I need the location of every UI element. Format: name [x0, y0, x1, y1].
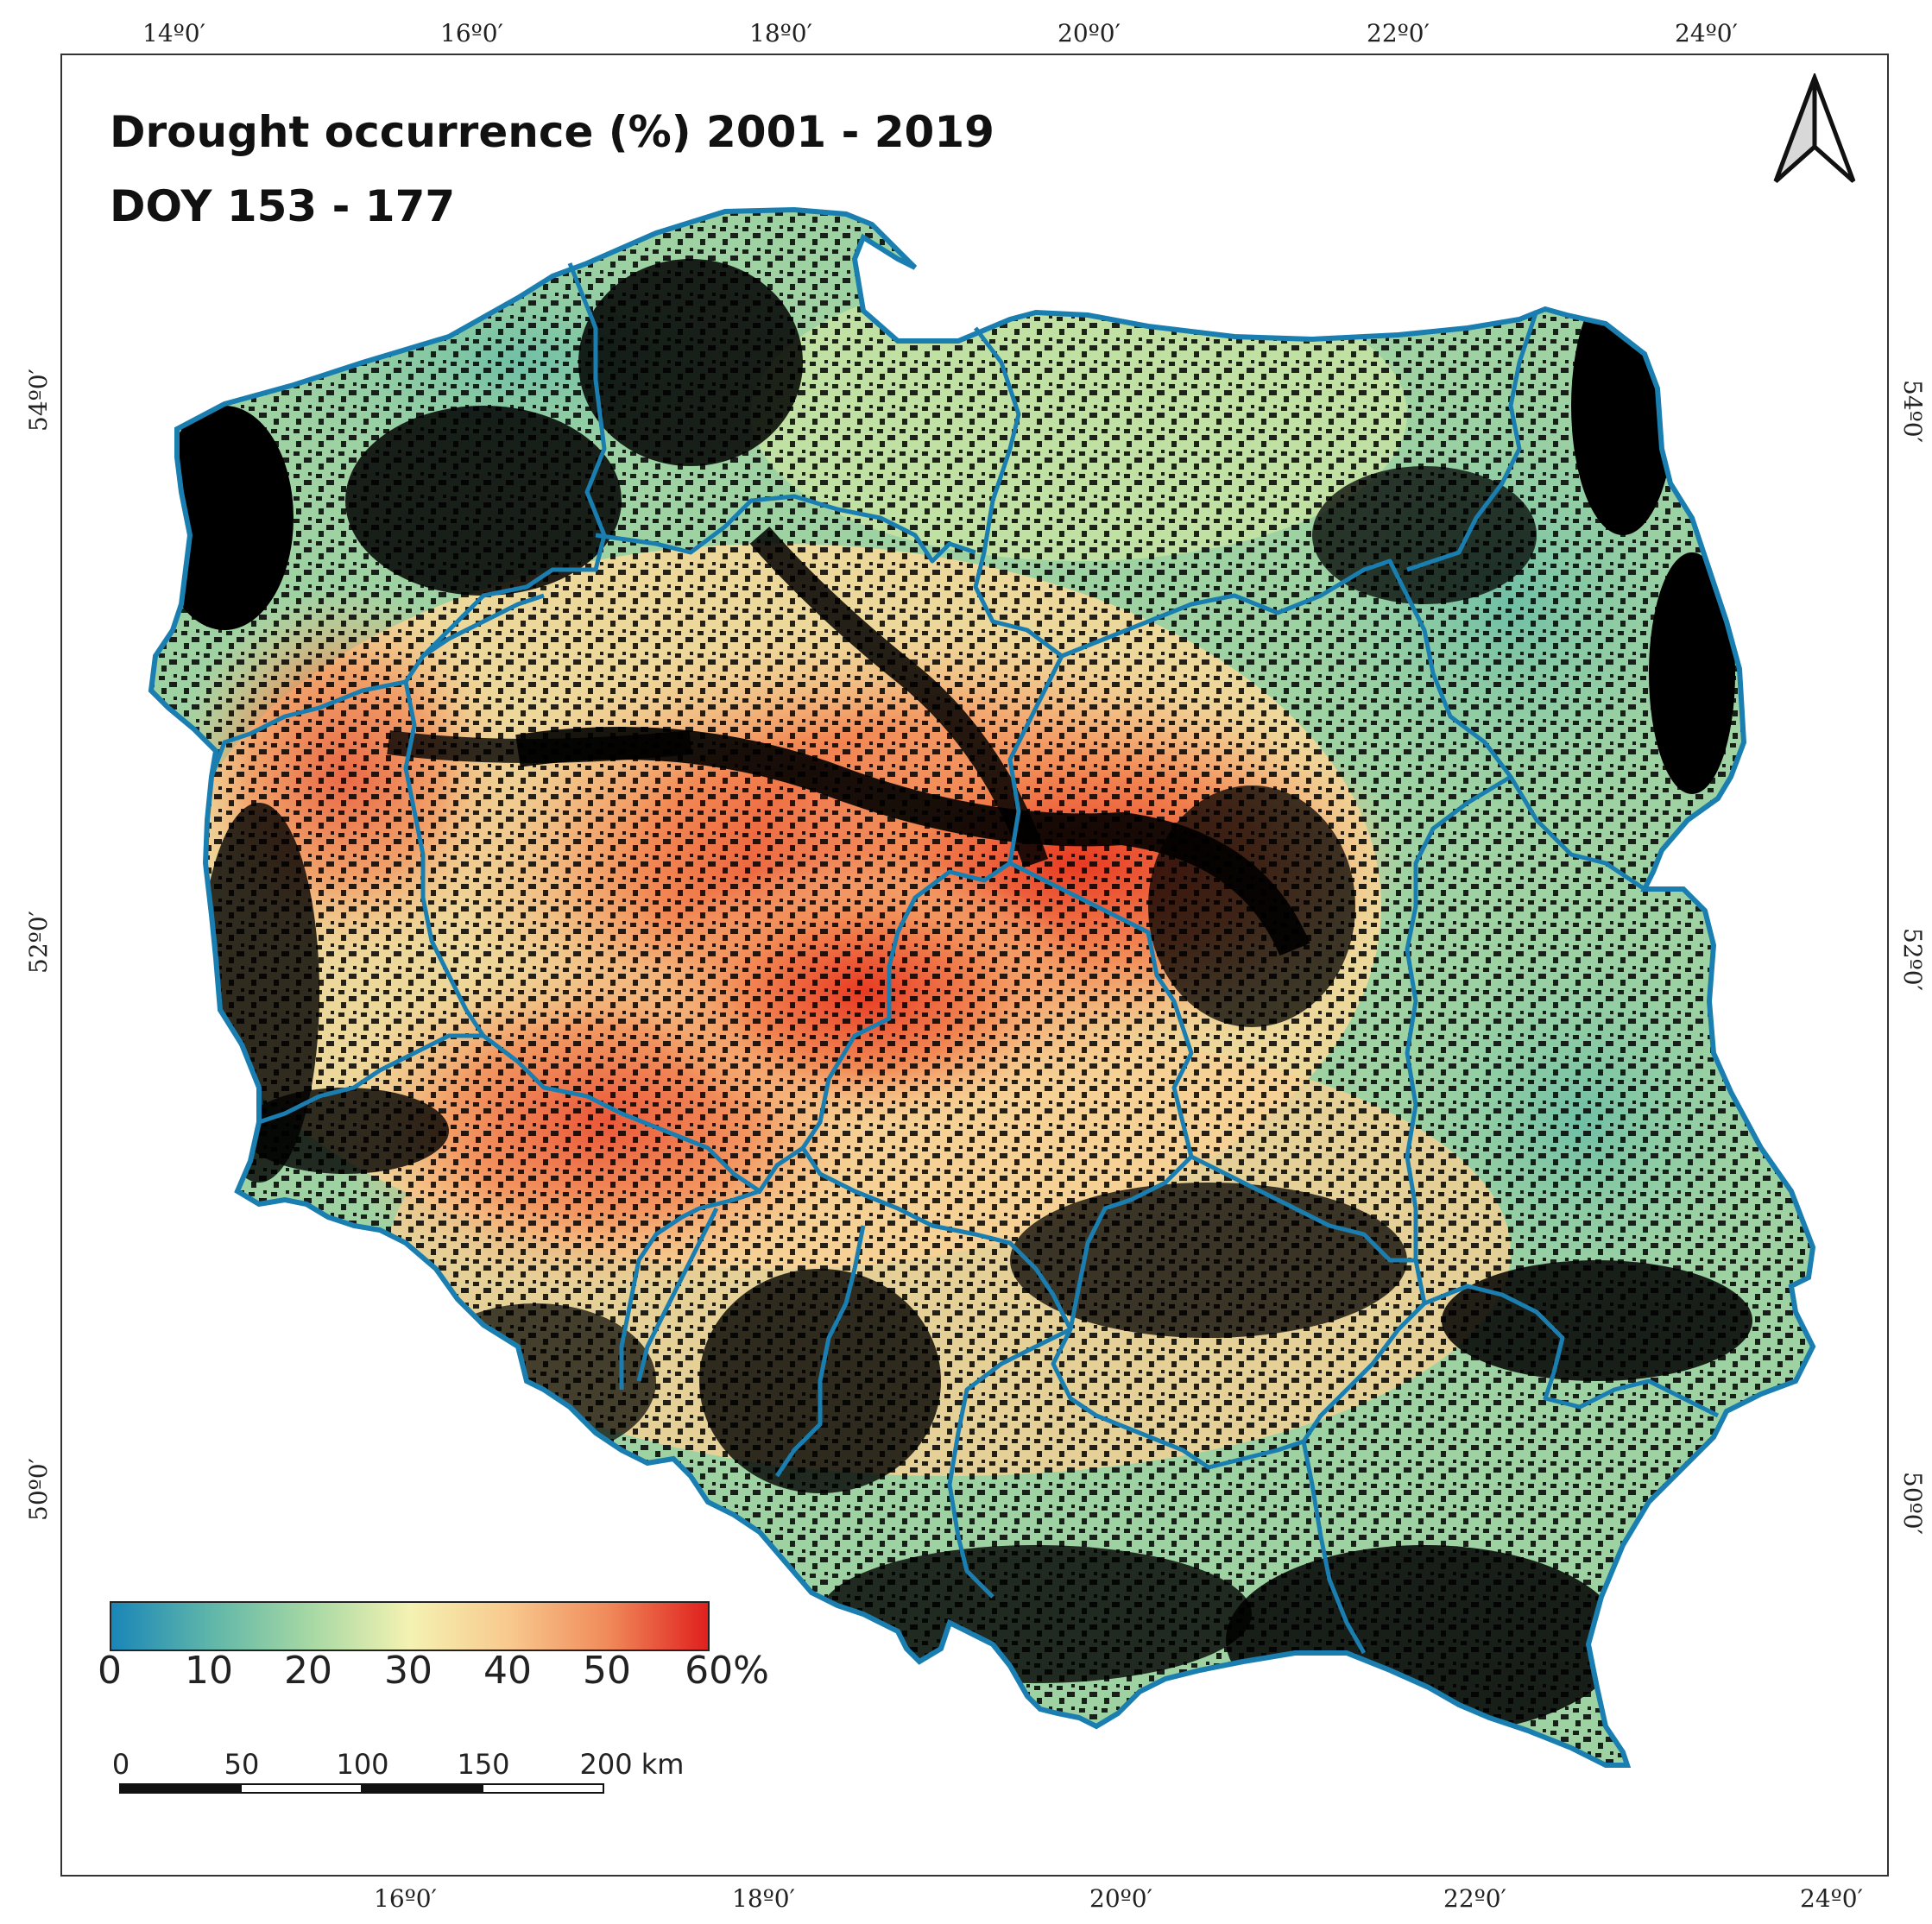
scale-segment-2: [240, 1783, 363, 1794]
top-lon-label-24: 24º0′: [1675, 19, 1738, 47]
bottom-lon-label-16: 16º0′: [374, 1884, 437, 1913]
legend-color-bar: [110, 1601, 710, 1651]
scale-segment-3: [361, 1783, 483, 1794]
top-lon-label-18: 18º0′: [749, 19, 812, 47]
map-title: Drought occurrence (%) 2001 - 2019 DOY 1…: [110, 95, 994, 243]
scale-label-0: 0: [111, 1748, 130, 1781]
top-lon-label-22: 22º0′: [1367, 19, 1430, 47]
legend-label-40: 40: [483, 1649, 532, 1693]
legend-label-20: 20: [284, 1649, 332, 1693]
scale-segment-4: [482, 1783, 604, 1794]
scale-label-150: 150: [457, 1748, 510, 1781]
bottom-lon-label-22: 22º0′: [1443, 1884, 1506, 1913]
top-lon-label-20: 20º0′: [1058, 19, 1121, 47]
bottom-lon-label-20: 20º0′: [1089, 1884, 1152, 1913]
scale-label-100: 100: [336, 1748, 389, 1781]
top-lon-label-16: 16º0′: [440, 19, 503, 47]
legend-label-60: 60%: [685, 1649, 769, 1693]
top-lon-label-14: 14º0′: [142, 19, 205, 47]
scale-label-50: 50: [224, 1748, 260, 1781]
legend-label-50: 50: [583, 1649, 631, 1693]
north-arrow-icon: [1773, 73, 1856, 183]
map-title-line2: DOY 153 - 177: [110, 181, 456, 231]
bottom-lon-label-24: 24º0′: [1800, 1884, 1863, 1913]
scale-label-200: 200 km: [579, 1748, 685, 1781]
bottom-lon-label-18: 18º0′: [732, 1884, 795, 1913]
legend-label-0: 0: [98, 1649, 122, 1693]
map-title-line1: Drought occurrence (%) 2001 - 2019: [110, 107, 994, 157]
region-boundaries: [209, 262, 1720, 1655]
legend-label-10: 10: [185, 1649, 233, 1693]
legend-label-30: 30: [384, 1649, 432, 1693]
raster-layer: [151, 210, 1813, 1765]
scale-segment-1: [119, 1783, 242, 1794]
